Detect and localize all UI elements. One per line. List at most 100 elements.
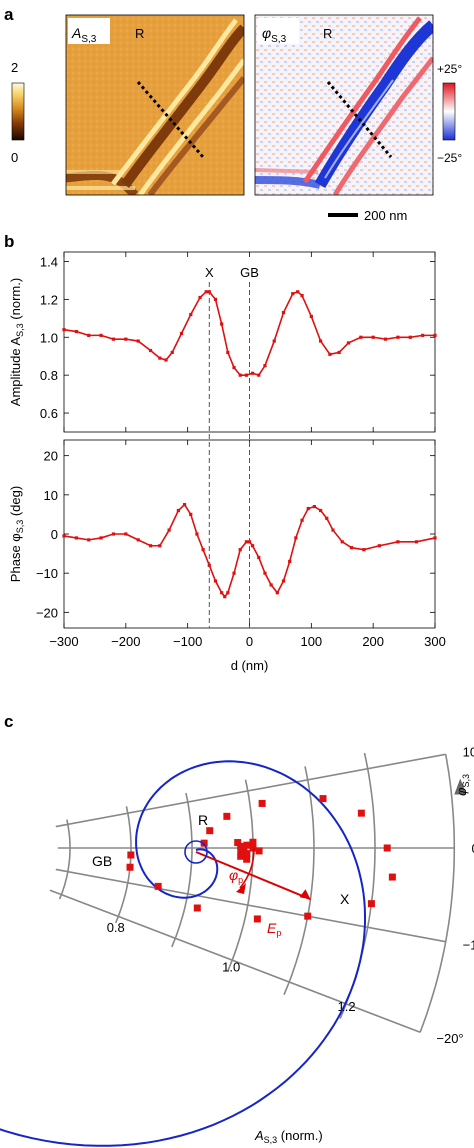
polar-data-point — [127, 851, 135, 859]
data-point — [300, 518, 304, 522]
amplitude-colorbar-min: 0 — [11, 150, 18, 165]
polar-data-point — [154, 882, 162, 890]
y-tick-label: 10 — [44, 488, 58, 503]
radial-axis-label-unit: (norm.) — [277, 1128, 323, 1143]
data-point — [220, 322, 224, 326]
polar-data-point — [319, 795, 327, 803]
data-point — [213, 579, 218, 583]
y-axis-label-phase: Phase φS,3 (deg) — [8, 486, 25, 582]
polar-data-point — [388, 873, 396, 881]
polar-data-point — [304, 912, 312, 920]
polar-data-point — [223, 812, 231, 820]
amplitude-colorbar-max: 2 — [11, 60, 18, 75]
data-point — [281, 311, 286, 315]
data-point — [62, 534, 66, 538]
data-point — [226, 350, 230, 355]
data-point — [325, 516, 329, 520]
phase-colorbar-max: +25° — [437, 62, 462, 76]
data-point — [62, 328, 66, 332]
data-point — [257, 373, 261, 377]
data-point — [312, 504, 317, 509]
data-point — [87, 333, 91, 337]
x-tick-label: −100 — [173, 634, 202, 649]
amplitude-map-title-box — [68, 18, 110, 44]
data-point — [319, 339, 323, 343]
polar-annotation-sub: p — [238, 875, 243, 885]
data-point — [201, 548, 205, 552]
data-point — [359, 335, 363, 339]
radial-tick-label: 0.8 — [107, 920, 125, 935]
angle-tick-label: 10° — [463, 744, 474, 759]
phase-map-title: φS,3 — [262, 25, 287, 45]
panel-c-letter: c — [4, 712, 13, 731]
ep-vector — [195, 851, 311, 901]
data-point — [158, 544, 162, 548]
data-point — [176, 508, 180, 513]
x-tick-label: 0 — [246, 634, 253, 649]
data-point — [238, 548, 242, 552]
data-point — [136, 339, 140, 343]
data-point — [250, 371, 255, 375]
x-tick-label: −300 — [49, 634, 78, 649]
data-point — [124, 337, 128, 341]
radial-gridline — [227, 779, 254, 972]
x-tick-label: 200 — [362, 634, 384, 649]
angle-tick-label: 0° — [472, 841, 474, 856]
data-point — [223, 595, 227, 599]
data-point — [204, 290, 208, 294]
y-tick-label: −10 — [36, 566, 58, 581]
radial-axis-label: AS,3 (norm.) — [254, 1128, 323, 1145]
data-point — [195, 532, 199, 536]
annotation-gb: GB — [240, 265, 259, 280]
polar-data-point — [383, 844, 391, 852]
data-point — [213, 297, 218, 301]
polar-data-point — [367, 900, 375, 908]
phase-colorbar-min: −25° — [437, 151, 462, 165]
data-point — [309, 314, 313, 319]
data-point — [179, 331, 184, 336]
phase-map-title-box — [257, 18, 299, 44]
radial-gridline — [171, 792, 193, 948]
y-axis-label-unit: (norm.) — [8, 278, 23, 324]
radial-tick-label: 1.0 — [222, 959, 240, 974]
polar-annotation-sub: p — [276, 928, 281, 938]
polar-annotation-main: φ — [229, 867, 238, 883]
data-point — [288, 559, 292, 564]
data-point — [296, 290, 300, 294]
radial-gridline — [283, 766, 315, 996]
data-point — [220, 591, 224, 595]
angle-tick-label: −10° — [463, 938, 474, 953]
data-point — [281, 579, 286, 583]
polar-data-point — [206, 827, 214, 835]
y-tick-label: 0.6 — [40, 406, 58, 421]
data-point — [99, 333, 103, 337]
data-point — [238, 373, 242, 377]
data-point — [189, 312, 193, 317]
data-point — [306, 506, 310, 511]
x-tick-label: 300 — [424, 634, 446, 649]
data-point — [291, 292, 295, 296]
r-reference-circle — [184, 840, 208, 864]
y-axis-label-main: Amplitude A — [8, 336, 23, 406]
polar-data-point — [249, 844, 257, 852]
data-point — [421, 333, 425, 337]
data-point — [340, 540, 344, 544]
polar-data-point — [249, 838, 257, 846]
polar-data-point — [258, 799, 266, 807]
data-point — [362, 548, 366, 552]
y-axis-label-sub: S,3 — [15, 323, 25, 337]
data-point — [272, 339, 276, 343]
polar-annotation: X — [340, 891, 350, 907]
polar-data-point — [200, 839, 208, 847]
data-point — [337, 350, 341, 355]
amplitude-colorbar — [11, 82, 25, 141]
data-point — [74, 329, 78, 334]
polar-annotation-main: GB — [92, 853, 112, 869]
data-point — [396, 540, 400, 544]
amplitude-linecut — [136, 81, 205, 158]
amplitude-map-r-marker: R — [135, 26, 144, 41]
data-point — [99, 536, 103, 540]
phi-p-arrowhead — [236, 883, 246, 894]
data-point — [158, 356, 162, 360]
phi-p-arc — [239, 847, 255, 889]
